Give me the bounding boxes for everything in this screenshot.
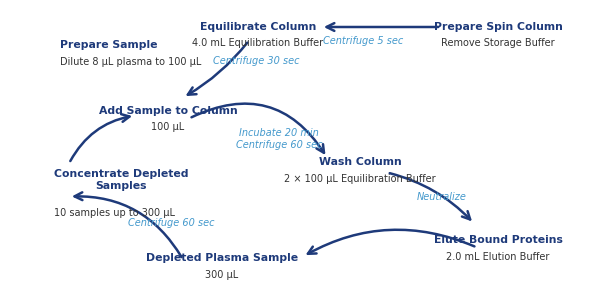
- Text: 100 μL: 100 μL: [151, 122, 185, 133]
- Text: Wash Column: Wash Column: [319, 157, 401, 167]
- Text: 2 × 100 μL Equilibration Buffer: 2 × 100 μL Equilibration Buffer: [284, 173, 436, 184]
- Text: Equilibrate Column: Equilibrate Column: [200, 22, 316, 32]
- Text: Centrifuge 30 sec: Centrifuge 30 sec: [213, 56, 299, 67]
- Text: Prepare Spin Column: Prepare Spin Column: [434, 22, 562, 32]
- Text: Dilute 8 μL plasma to 100 μL: Dilute 8 μL plasma to 100 μL: [60, 56, 202, 67]
- Text: 2.0 mL Elution Buffer: 2.0 mL Elution Buffer: [446, 251, 550, 262]
- Text: Incubate 20 min: Incubate 20 min: [239, 128, 319, 139]
- Text: 300 μL: 300 μL: [205, 269, 239, 280]
- Text: 4.0 mL Equilibration Buffer: 4.0 mL Equilibration Buffer: [193, 38, 323, 49]
- Text: Centrifuge 60 sec: Centrifuge 60 sec: [128, 218, 214, 229]
- Text: Centrifuge 60 sec: Centrifuge 60 sec: [236, 140, 322, 151]
- Text: Add Sample to Column: Add Sample to Column: [98, 106, 238, 116]
- Text: Centrifuge 5 sec: Centrifuge 5 sec: [323, 35, 403, 46]
- Text: 10 samples up to 300 μL: 10 samples up to 300 μL: [54, 208, 175, 218]
- Text: Neutralize: Neutralize: [417, 191, 467, 202]
- Text: Elute Bound Proteins: Elute Bound Proteins: [434, 235, 562, 245]
- Text: Concentrate Depleted
Samples: Concentrate Depleted Samples: [54, 169, 188, 191]
- Text: Remove Storage Buffer: Remove Storage Buffer: [441, 38, 555, 49]
- Text: Depleted Plasma Sample: Depleted Plasma Sample: [146, 253, 298, 263]
- Text: Prepare Sample: Prepare Sample: [60, 40, 157, 50]
